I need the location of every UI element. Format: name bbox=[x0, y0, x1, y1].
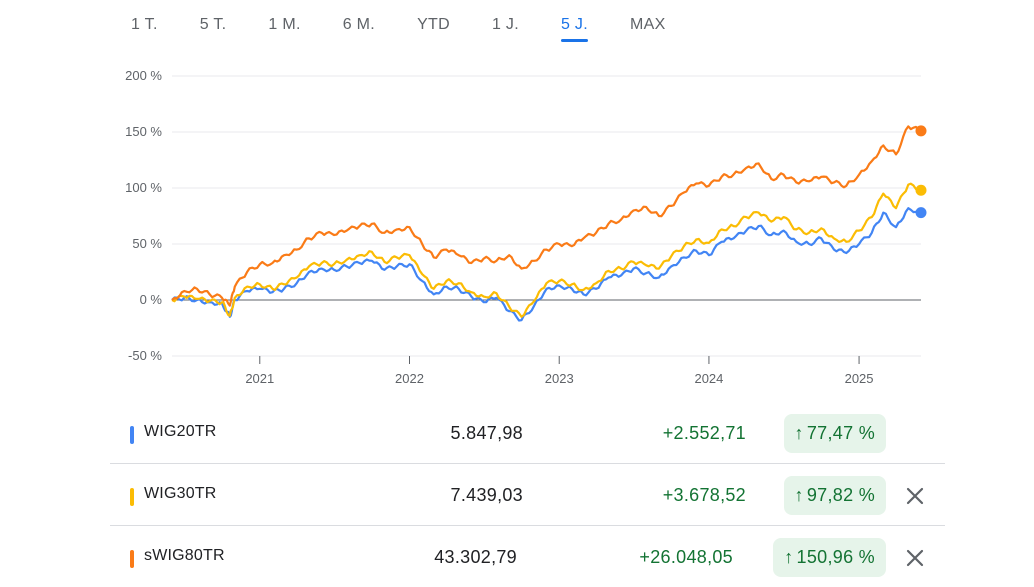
close-icon[interactable] bbox=[901, 544, 929, 572]
series-color-swatch bbox=[130, 426, 134, 444]
performance-chart[interactable]: 200 % 150 % 100 % 50 % 0 % -50 % 2021 2022 2023… bbox=[0, 55, 1034, 395]
series-color-swatch bbox=[130, 488, 134, 506]
index-name: WIG20TR bbox=[144, 423, 217, 440]
arrow-up-icon: ↑ bbox=[794, 485, 804, 505]
y-tick-label: 50 % bbox=[132, 236, 162, 251]
comparison-row-wig20tr[interactable]: WIG20TR 5.847,98 +2.552,71 ↑ 77,47 % bbox=[110, 402, 945, 464]
index-change: +26.048,05 bbox=[639, 547, 733, 567]
range-tabs: 1 T. 5 T. 1 M. 6 M. YTD 1 J. 5 J. MAX bbox=[110, 0, 687, 44]
percent-change-value: 77,47 % bbox=[806, 423, 875, 443]
comparison-table: WIG20TR 5.847,98 +2.552,71 ↑ 77,47 % WIG3… bbox=[110, 402, 945, 587]
y-tick-label: 150 % bbox=[125, 124, 162, 139]
index-price: 7.439,03 bbox=[450, 485, 523, 505]
tab-1-month[interactable]: 1 M. bbox=[268, 16, 301, 33]
x-tick-label: 2025 bbox=[845, 371, 874, 386]
chart-grid bbox=[172, 75, 921, 357]
percent-change-value: 150,96 % bbox=[796, 547, 875, 567]
index-name: WIG30TR bbox=[144, 485, 217, 502]
series-color-swatch bbox=[130, 550, 134, 568]
series-line-wig30tr bbox=[171, 182, 922, 318]
index-change: +3.678,52 bbox=[662, 485, 746, 505]
y-tick-label: 0 % bbox=[140, 292, 163, 307]
tab-max[interactable]: MAX bbox=[629, 16, 666, 33]
comparison-row-swig80tr[interactable]: sWIG80TR 43.302,79 +26.048,05 ↑ 150,96 % bbox=[110, 526, 945, 587]
tab-6-months[interactable]: 6 M. bbox=[342, 16, 376, 33]
x-tick-label: 2022 bbox=[395, 371, 424, 386]
arrow-up-icon: ↑ bbox=[784, 547, 794, 567]
series-endpoint-wig20tr bbox=[915, 207, 927, 219]
index-price: 43.302,79 bbox=[434, 547, 517, 567]
x-tick-label: 2023 bbox=[545, 371, 574, 386]
tab-5-days[interactable]: 5 T. bbox=[199, 16, 227, 33]
series-line-swig80tr bbox=[171, 125, 922, 307]
percent-change-badge: ↑ 77,47 % bbox=[783, 414, 886, 453]
tab-1-year[interactable]: 1 J. bbox=[491, 16, 519, 33]
y-tick-label: 200 % bbox=[125, 68, 162, 83]
percent-change-badge: ↑ 150,96 % bbox=[773, 538, 886, 577]
index-change: +2.552,71 bbox=[662, 423, 746, 443]
percent-change-badge: ↑ 97,82 % bbox=[783, 476, 886, 515]
series-line-wig20tr bbox=[171, 207, 922, 322]
x-tick-label: 2021 bbox=[245, 371, 274, 386]
x-axis: 2021 2022 2023 2024 2025 bbox=[245, 356, 874, 386]
index-price: 5.847,98 bbox=[450, 423, 523, 443]
comparison-row-wig30tr[interactable]: WIG30TR 7.439,03 +3.678,52 ↑ 97,82 % bbox=[110, 464, 945, 526]
chart-series bbox=[171, 125, 927, 322]
series-endpoint-swig80tr bbox=[915, 125, 927, 137]
index-name: sWIG80TR bbox=[144, 547, 225, 564]
arrow-up-icon: ↑ bbox=[794, 423, 804, 443]
tab-ytd[interactable]: YTD bbox=[417, 16, 450, 33]
percent-change-value: 97,82 % bbox=[806, 485, 875, 505]
close-icon[interactable] bbox=[901, 482, 929, 510]
x-tick-label: 2024 bbox=[694, 371, 723, 386]
y-tick-label: -50 % bbox=[128, 348, 162, 363]
series-endpoint-wig30tr bbox=[915, 184, 927, 196]
y-axis: 200 % 150 % 100 % 50 % 0 % -50 % bbox=[125, 68, 162, 363]
tab-5-years[interactable]: 5 J. bbox=[540, 0, 609, 44]
y-tick-label: 100 % bbox=[125, 180, 162, 195]
tab-1-day[interactable]: 1 T. bbox=[131, 16, 158, 33]
